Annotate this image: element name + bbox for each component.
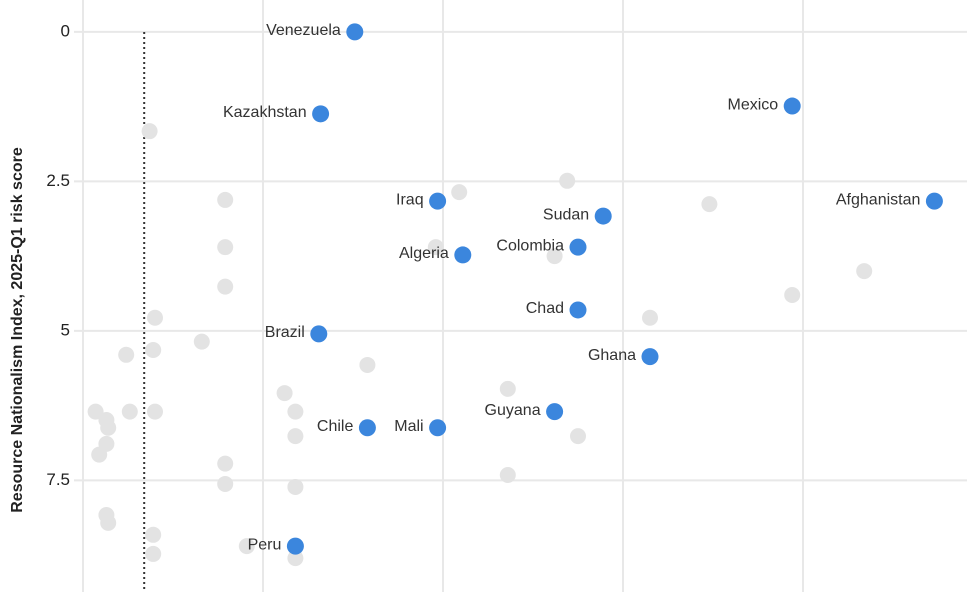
point-label: Chad <box>526 300 564 317</box>
point-label: Guyana <box>485 402 541 419</box>
point <box>217 278 234 295</box>
point <box>145 526 162 543</box>
point <box>358 419 376 437</box>
point-label: Chile <box>317 418 354 435</box>
point <box>559 172 576 189</box>
point <box>451 184 468 201</box>
point <box>312 105 330 123</box>
point <box>784 287 801 303</box>
point <box>287 550 304 567</box>
point <box>856 263 873 280</box>
point <box>346 23 364 41</box>
point <box>287 403 304 420</box>
point <box>569 238 587 256</box>
point <box>145 545 162 562</box>
point <box>217 191 234 208</box>
point <box>925 192 943 210</box>
point <box>217 475 234 492</box>
point <box>701 196 718 213</box>
point <box>145 342 162 359</box>
point-label: Ghana <box>588 347 636 364</box>
point <box>217 455 234 472</box>
point <box>147 403 163 420</box>
y-tick-label: 2.5 <box>46 171 70 190</box>
point <box>310 325 328 343</box>
point <box>87 403 104 420</box>
point <box>499 466 516 483</box>
point-label: Sudan <box>543 206 589 223</box>
point <box>287 478 304 495</box>
point <box>193 333 210 350</box>
point-label: Kazakhstan <box>223 104 307 121</box>
y-tick-label: 7.5 <box>46 470 70 489</box>
point <box>118 346 135 363</box>
point <box>594 207 612 225</box>
point <box>570 428 586 445</box>
point <box>546 248 563 265</box>
point <box>287 428 304 445</box>
point-label: Peru <box>248 536 282 553</box>
point <box>91 446 108 463</box>
point <box>238 538 255 555</box>
point-label: Colombia <box>496 237 564 254</box>
point-label: Afghanistan <box>836 191 921 208</box>
point <box>276 385 293 402</box>
point <box>499 380 516 397</box>
y-tick-label: 5 <box>61 320 70 339</box>
point-label: Algeria <box>399 245 449 262</box>
point <box>642 309 658 326</box>
point <box>286 537 304 555</box>
point-label: Brazil <box>265 324 305 341</box>
point <box>121 403 138 420</box>
point-label: Venezuela <box>266 22 341 39</box>
point <box>429 192 447 210</box>
point <box>429 419 447 437</box>
y-tick-label: 0 <box>61 21 70 40</box>
point-label: Mexico <box>728 96 779 113</box>
point <box>569 301 587 319</box>
point-label: Iraq <box>396 191 424 208</box>
point <box>641 348 659 366</box>
point <box>783 97 801 115</box>
point <box>217 239 234 256</box>
point <box>359 356 376 373</box>
point-label: Mali <box>394 418 423 435</box>
point <box>454 246 472 264</box>
point <box>427 239 444 256</box>
point <box>147 309 163 326</box>
y-axis-title: Resource Nationalism Index, 2025-Q1 risk… <box>9 147 26 513</box>
point <box>546 403 564 421</box>
point <box>100 419 117 436</box>
point <box>141 123 158 140</box>
point <box>100 514 117 531</box>
